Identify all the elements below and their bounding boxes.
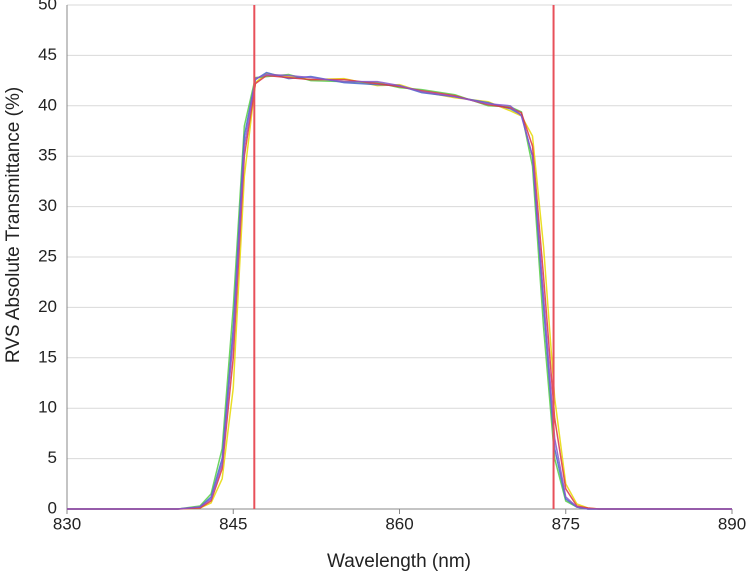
- x-tick-label: 890: [718, 514, 746, 533]
- y-tick-label: 0: [48, 498, 57, 517]
- y-tick-label: 5: [48, 448, 57, 467]
- y-tick-label: 40: [38, 95, 57, 114]
- x-axis-title: Wavelength (nm): [327, 551, 471, 572]
- x-tick-label: 860: [385, 514, 413, 533]
- y-tick-label: 25: [38, 246, 57, 265]
- series-line: [67, 72, 732, 510]
- x-tick-label: 830: [53, 514, 81, 533]
- y-tick-label: 30: [38, 196, 57, 215]
- x-tick-label: 845: [219, 514, 247, 533]
- y-tick-label: 45: [38, 45, 57, 64]
- series-line: [67, 73, 732, 510]
- y-tick-label: 50: [38, 0, 57, 13]
- y-tick-label: 20: [38, 297, 57, 316]
- y-axis-title: RVS Absolute Transmittance (%): [3, 87, 24, 363]
- series-line: [67, 74, 732, 510]
- x-tick-label: 875: [552, 514, 580, 533]
- y-tick-label: 35: [38, 146, 57, 165]
- y-tick-label: 10: [38, 398, 57, 417]
- y-tick-label: 15: [38, 347, 57, 366]
- series-line: [67, 73, 732, 510]
- series-line: [67, 71, 732, 510]
